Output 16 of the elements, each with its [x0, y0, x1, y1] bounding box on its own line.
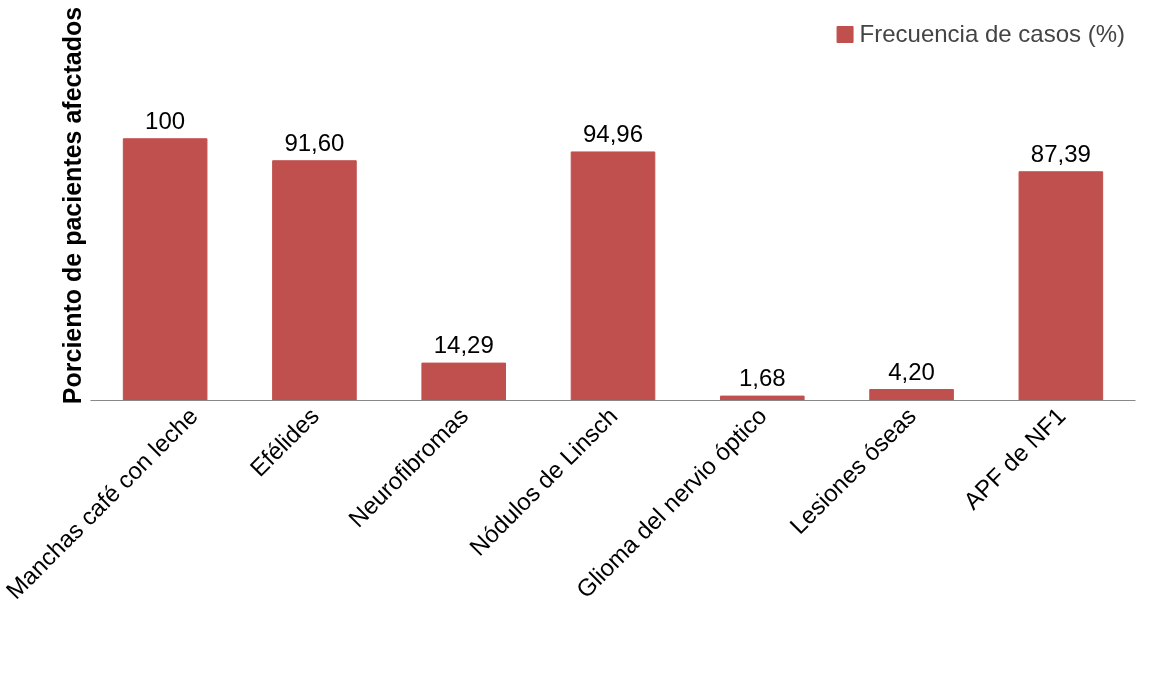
bar: [421, 362, 507, 401]
data-label: 100: [145, 106, 186, 134]
data-label: 94,96: [582, 119, 644, 147]
data-label: 91,60: [284, 128, 345, 156]
bar: [272, 160, 357, 401]
bar: [719, 395, 805, 401]
data-label: 87,39: [1030, 139, 1091, 167]
data-label: 1,68: [738, 364, 786, 392]
bar: [869, 389, 954, 401]
data-label: 14,29: [433, 331, 494, 359]
bar: [122, 138, 208, 401]
y-axis-title: Porciento de pacientes afectados: [57, 6, 86, 405]
bar: [570, 151, 656, 401]
bar: [1018, 171, 1104, 401]
legend-label: Frecuencia de casos (%): [859, 20, 1125, 48]
data-label: 4,20: [888, 357, 935, 385]
